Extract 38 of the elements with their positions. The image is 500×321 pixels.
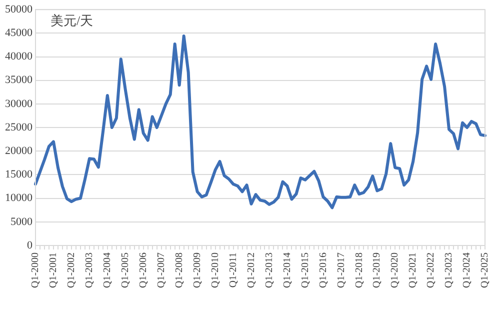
y-tick-label: 45000 [5, 27, 33, 40]
x-tick-label: Q1-2002 [66, 252, 78, 288]
x-tick-label: Q1-2005 [120, 252, 132, 288]
x-tick-label: Q1-2017 [336, 252, 347, 288]
x-tick-label: Q1-2011 [228, 252, 239, 288]
x-tick-label: Q1-2001 [48, 252, 60, 288]
x-tick-label: Q1-2012 [246, 252, 257, 288]
x-tick-label: Q1-2025 [480, 252, 491, 288]
x-tick-label: Q1-2022 [426, 252, 437, 288]
x-tick-label: Q1-2016 [318, 252, 329, 288]
x-tick-label: Q1-2019 [372, 252, 383, 288]
y-tick-label: 20000 [5, 145, 33, 157]
x-tick-label: Q1-2023 [444, 252, 455, 288]
x-tick-label: Q1-2000 [30, 252, 42, 288]
x-tick-label: Q1-2008 [174, 252, 185, 288]
x-tick-label: Q1-2009 [192, 252, 203, 288]
y-tick-label: 50000 [5, 3, 33, 16]
x-tick-label: Q1-2021 [408, 252, 419, 288]
x-tick-label: Q1-2024 [462, 252, 473, 288]
x-tick-label: Q1-2006 [138, 252, 150, 288]
x-tick-label: Q1-2015 [300, 252, 311, 288]
x-tick-label: Q1-2004 [102, 252, 114, 288]
y-tick-label: 25000 [5, 121, 33, 134]
x-tick-label: Q1-2018 [354, 252, 365, 288]
y-axis-title: 美元/天 [50, 13, 94, 28]
x-tick-label: Q1-2003 [84, 252, 96, 288]
x-tick-label: Q1-2014 [282, 252, 293, 288]
y-tick-label: 5000 [10, 216, 33, 228]
x-tick-label: Q1-2007 [156, 252, 167, 288]
x-tick-label: Q1-2010 [210, 252, 221, 288]
y-tick-label: 35000 [5, 74, 33, 86]
y-tick-label: 40000 [5, 50, 33, 63]
x-tick-label: Q1-2013 [264, 252, 275, 288]
y-tick-label: 0 [27, 239, 33, 252]
y-tick-label: 10000 [5, 192, 33, 204]
y-tick-label: 15000 [5, 168, 33, 181]
x-tick-label: Q1-2020 [390, 252, 401, 288]
y-tick-label: 30000 [5, 98, 33, 110]
